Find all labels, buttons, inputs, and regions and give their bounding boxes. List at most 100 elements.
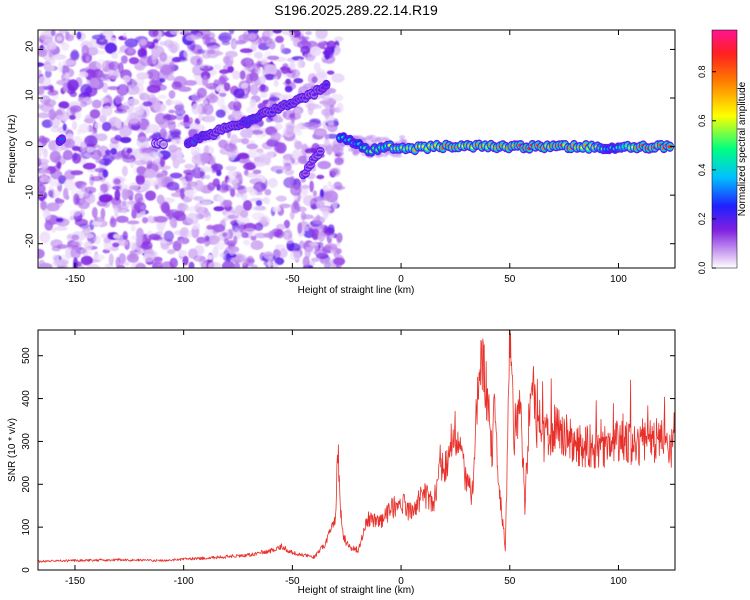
noise-blob — [215, 109, 226, 118]
noise-blob — [126, 114, 140, 124]
noise-blob — [55, 217, 64, 223]
spectrogram-y-axis-label: Frequency (Hz) — [7, 115, 18, 184]
noise-blob — [69, 91, 78, 98]
noise-blob — [91, 128, 98, 138]
noise-blob — [255, 200, 263, 207]
snr-y-ticks: 0 100 200 300 400 500 — [21, 347, 675, 573]
noise-blob — [157, 94, 168, 100]
noise-blob — [187, 39, 196, 52]
noise-blob — [146, 69, 160, 80]
noise-blob — [282, 109, 296, 121]
noise-blob — [272, 206, 282, 213]
x-tick-label: 50 — [504, 576, 516, 587]
noise-blob — [119, 136, 132, 144]
noise-blob — [249, 99, 257, 108]
noise-blob — [332, 143, 340, 154]
noise-blob — [167, 120, 176, 125]
noise-blob — [289, 250, 301, 261]
noise-blob — [81, 230, 91, 235]
noise-blob — [219, 252, 225, 258]
noise-blob — [222, 249, 230, 262]
noise-blob — [289, 31, 295, 39]
noise-blob — [248, 140, 256, 145]
noise-blob — [227, 178, 240, 185]
noise-blob — [279, 66, 289, 71]
noise-blob — [260, 216, 268, 225]
noise-blob — [95, 59, 107, 69]
noise-blob — [251, 264, 258, 268]
noise-blob — [91, 34, 106, 40]
noise-blob — [79, 198, 91, 205]
noise-blob — [297, 222, 303, 234]
noise-blob — [196, 236, 207, 244]
noise-blob — [161, 64, 172, 76]
noise-blob — [203, 65, 209, 73]
noise-blob — [38, 168, 51, 178]
noise-blob — [322, 185, 328, 191]
noise-blob — [86, 146, 94, 153]
noise-blob — [179, 30, 193, 36]
noise-blob — [134, 192, 144, 203]
noise-blob — [121, 188, 129, 201]
noise-blob — [48, 49, 54, 59]
noise-blob — [153, 102, 167, 113]
noise-blob — [222, 199, 233, 208]
noise-blob — [69, 215, 75, 221]
noise-blob — [241, 83, 249, 89]
noise-blob — [38, 248, 45, 259]
noise-blob — [320, 188, 324, 198]
noise-blob — [330, 184, 336, 191]
noise-blob — [130, 224, 136, 232]
noise-blob — [83, 118, 96, 124]
noise-blob — [38, 104, 45, 109]
noise-blob — [118, 253, 127, 265]
snr-background — [38, 330, 675, 570]
noise-blob — [178, 249, 188, 257]
noise-blob — [102, 169, 109, 178]
noise-blob — [283, 232, 289, 241]
noise-blob — [274, 244, 286, 250]
snr-x-axis-label: Height of straight line (km) — [298, 585, 415, 596]
noise-blob — [326, 70, 335, 75]
noise-blob — [247, 148, 258, 159]
noise-blob — [311, 76, 318, 84]
noise-blob — [254, 161, 266, 168]
noise-blob — [251, 206, 264, 211]
noise-blob — [275, 142, 287, 154]
noise-blob — [116, 264, 125, 268]
noise-blob — [333, 36, 344, 42]
noise-blob — [38, 183, 46, 194]
noise-blob — [225, 50, 238, 58]
noise-blob — [167, 249, 176, 255]
noise-blob — [39, 231, 51, 244]
y-tick-label: 10 — [25, 89, 36, 101]
noise-blob — [108, 61, 120, 71]
noise-blob — [202, 75, 209, 87]
noise-blob — [333, 257, 346, 266]
noise-blob — [142, 217, 148, 224]
noise-blob — [250, 129, 264, 135]
noise-blob — [331, 73, 345, 83]
noise-blob — [245, 172, 258, 178]
noise-blob — [317, 160, 332, 170]
noise-blob — [72, 152, 78, 161]
noise-blob — [62, 59, 76, 66]
noise-blob — [122, 75, 131, 83]
noise-blob — [129, 182, 140, 191]
noise-blob — [99, 114, 107, 123]
noise-blob — [314, 248, 328, 257]
noise-blob — [269, 96, 280, 102]
noise-blob — [140, 240, 153, 250]
noise-blob — [290, 201, 301, 214]
noise-blob — [254, 222, 264, 231]
noise-blob — [235, 192, 245, 198]
noise-blob — [52, 54, 67, 60]
colorbar-tick-label: 0.0 — [697, 262, 707, 275]
noise-blob — [289, 60, 296, 71]
noise-blob — [230, 188, 236, 198]
spectrogram-noise-blobs — [38, 30, 408, 268]
noise-blob — [266, 139, 280, 147]
noise-blob — [90, 149, 102, 160]
spectrogram-y-ticks: -20 -10 0 10 20 — [25, 40, 675, 248]
noise-blob — [183, 49, 194, 59]
